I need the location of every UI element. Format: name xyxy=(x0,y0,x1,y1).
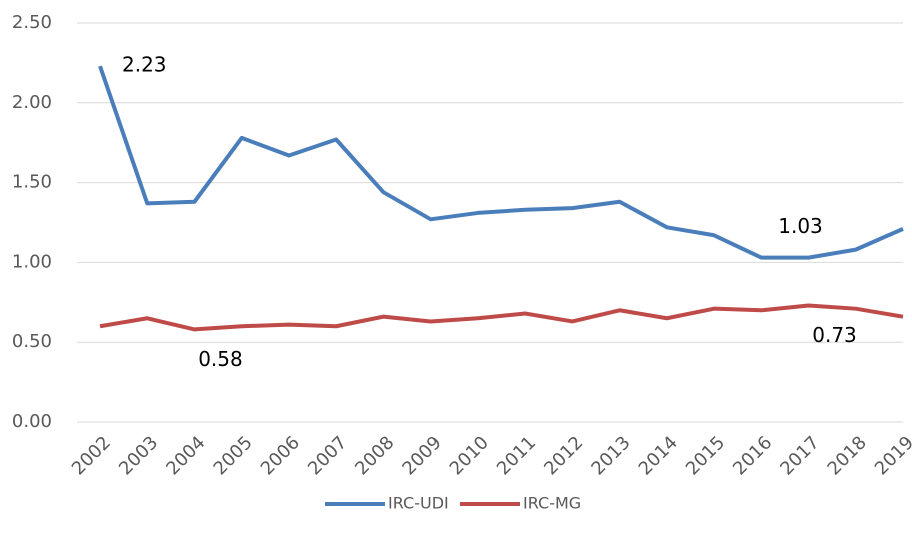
x-tick-label: 2002 xyxy=(68,432,115,479)
y-tick-label: 0.50 xyxy=(12,331,52,352)
x-tick-label: 2012 xyxy=(540,432,587,479)
data-label: 0.58 xyxy=(198,347,243,371)
x-tick-label: 2009 xyxy=(398,432,445,479)
y-tick-label: 2.00 xyxy=(12,92,52,113)
x-tick-label: 2014 xyxy=(635,432,682,479)
data-label: 2.23 xyxy=(122,53,167,77)
y-tick-label: 1.50 xyxy=(12,172,52,193)
series-line xyxy=(99,303,904,332)
x-tick-label: 2008 xyxy=(351,432,398,479)
x-tick-label: 2010 xyxy=(446,432,493,479)
x-tick-label: 2018 xyxy=(824,432,871,479)
x-tick-label: 2005 xyxy=(210,432,257,479)
y-tick-label: 1.00 xyxy=(12,251,52,272)
x-tick-label: 2017 xyxy=(776,432,823,479)
y-tick-label: 2.50 xyxy=(12,12,52,33)
legend-label: IRC-UDI xyxy=(388,494,449,513)
x-tick-label: 2013 xyxy=(587,432,634,479)
x-tick-label: 2011 xyxy=(493,432,540,479)
x-tick-label: 2003 xyxy=(115,432,162,479)
series-line xyxy=(98,65,904,260)
x-tick-label: 2015 xyxy=(682,432,729,479)
data-label: 0.73 xyxy=(812,323,857,347)
legend-label: IRC-MG xyxy=(523,494,581,513)
y-tick-label: 0.00 xyxy=(12,411,52,432)
x-tick-label: 2019 xyxy=(871,432,912,479)
data-label: 1.03 xyxy=(778,214,823,238)
x-tick-label: 2016 xyxy=(729,432,776,479)
x-tick-label: 2007 xyxy=(304,432,351,479)
x-tick-label: 2006 xyxy=(257,432,304,479)
x-tick-label: 2004 xyxy=(162,432,209,479)
